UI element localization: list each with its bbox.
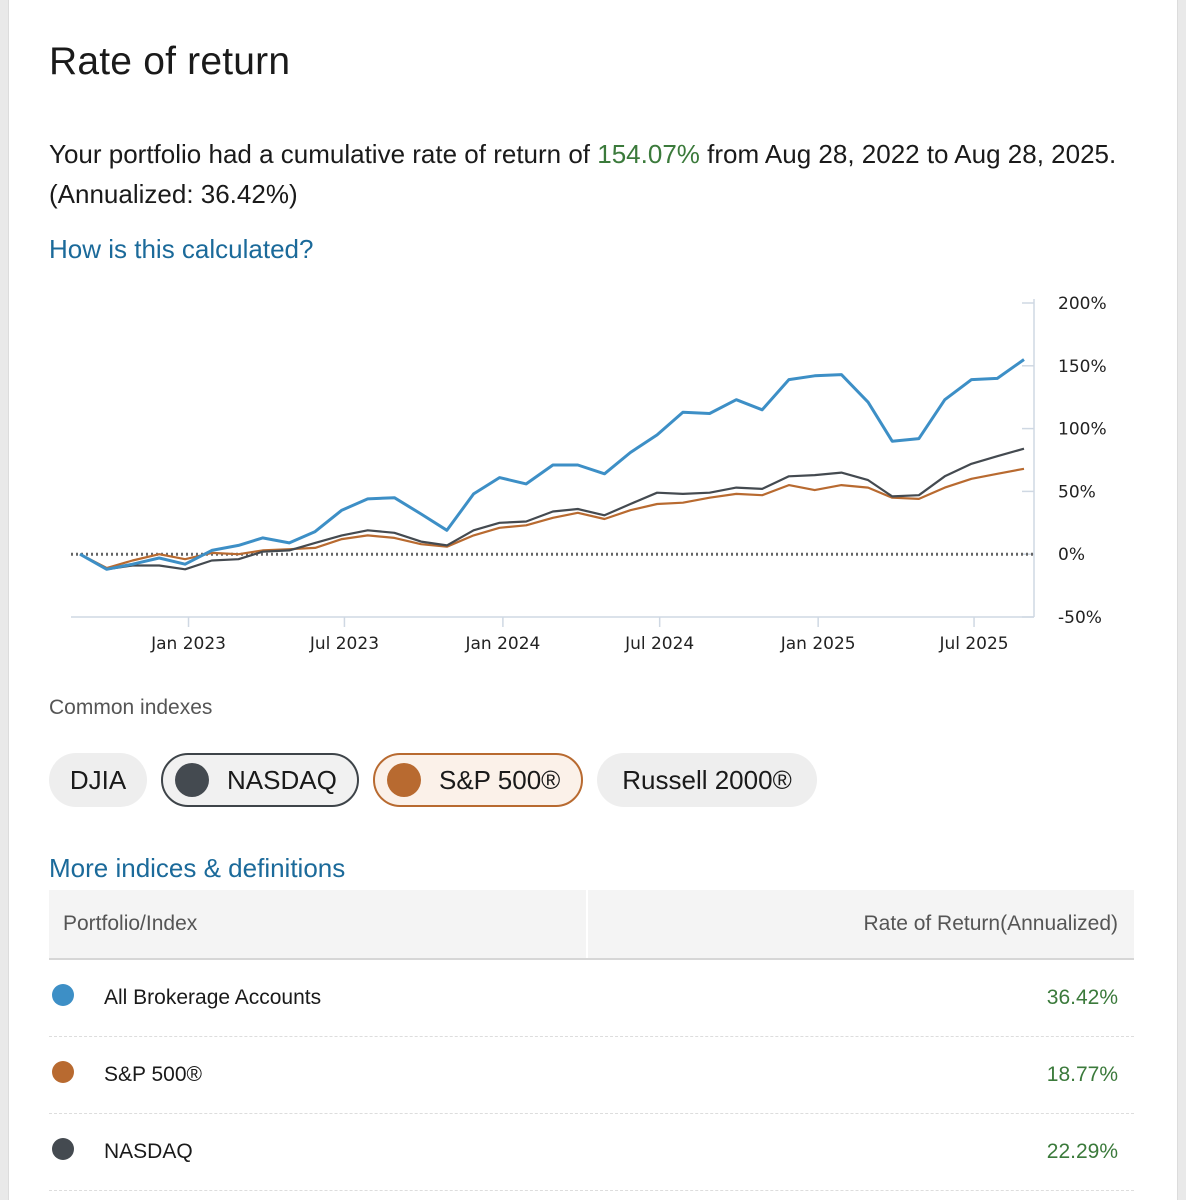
y-tick-label: 50%: [1058, 482, 1096, 502]
chip-sp500[interactable]: S&P 500®: [373, 753, 583, 807]
more-indices-link[interactable]: More indices & definitions: [49, 853, 346, 883]
rate-of-return-card: Rate of return Your portfolio had a cumu…: [8, 0, 1178, 1200]
x-tick-label: Jan 2025: [780, 634, 856, 654]
header-portfolio-index: Portfolio/Index: [63, 912, 198, 935]
chip-russell-label: Russell 2000®: [622, 764, 792, 795]
chip-russell-2000[interactable]: Russell 2000®: [597, 753, 817, 807]
return-summary: Your portfolio had a cumulative rate of …: [49, 134, 1139, 214]
chip-sp500-label: S&P 500®: [439, 764, 561, 795]
header-rate-of-return: Rate of Return(Annualized): [863, 912, 1118, 935]
x-tick-label: Jul 2025: [938, 634, 1008, 654]
table-row: All Brokerage Accounts 36.42%: [49, 960, 1134, 1037]
x-tick-label: Jul 2024: [624, 634, 694, 654]
x-tick-label: Jan 2024: [464, 634, 540, 654]
chip-nasdaq-label: NASDAQ: [227, 764, 337, 795]
returns-table: Portfolio/Index Rate of Return(Annualize…: [49, 890, 1134, 1191]
y-tick-label: 200%: [1058, 294, 1107, 314]
sp500-color-dot: [387, 763, 421, 797]
row-value: 18.77%: [1046, 1063, 1118, 1086]
common-indexes-label: Common indexes: [49, 696, 213, 719]
row-value: 22.29%: [1046, 1140, 1118, 1163]
page-title: Rate of return: [49, 40, 291, 83]
chip-djia-label: DJIA: [69, 764, 127, 795]
cumulative-return-value: 154.07%: [597, 139, 700, 169]
row-name: S&P 500®: [104, 1063, 202, 1086]
y-tick-label: -50%: [1058, 608, 1102, 628]
table-header: Portfolio/Index Rate of Return(Annualize…: [49, 890, 1134, 960]
table-row: NASDAQ 22.29%: [49, 1114, 1134, 1191]
nasdaq-line: [79, 447, 1025, 571]
y-tick-label: 100%: [1058, 420, 1107, 440]
nasdaq-color-dot: [175, 763, 209, 797]
return-chart-svg: 200% 150% 100% 50% 0% -50% Jan 2023 Jul 2023 Jan…: [71, 294, 1107, 654]
return-chart: 200% 150% 100% 50% 0% -50% Jan 2023 Jul 2023 Jan…: [49, 285, 1149, 665]
row-name: All Brokerage Accounts: [104, 986, 322, 1009]
row-value: 36.42%: [1046, 986, 1118, 1009]
sp500-line: [79, 467, 1025, 570]
portfolio-line: [79, 358, 1025, 571]
y-tick-label: 0%: [1058, 545, 1085, 565]
chip-nasdaq[interactable]: NASDAQ: [161, 753, 359, 807]
row-color-dot: [52, 1138, 74, 1160]
x-tick-label: Jan 2023: [150, 634, 226, 654]
x-tick-label: Jul 2023: [309, 634, 379, 654]
y-tick-label: 150%: [1058, 357, 1107, 377]
table-row: S&P 500® 18.77%: [49, 1037, 1134, 1114]
row-color-dot: [52, 984, 74, 1006]
row-color-dot: [52, 1061, 74, 1083]
summary-suffix: from Aug 28, 2022 to Aug 28, 2025. (Annu…: [49, 139, 1117, 209]
header-divider: [586, 890, 588, 958]
row-name: NASDAQ: [104, 1140, 193, 1163]
summary-prefix: Your portfolio had a cumulative rate of …: [49, 139, 598, 169]
chip-djia[interactable]: DJIA: [49, 753, 147, 807]
how-calculated-link[interactable]: How is this calculated?: [49, 234, 314, 264]
